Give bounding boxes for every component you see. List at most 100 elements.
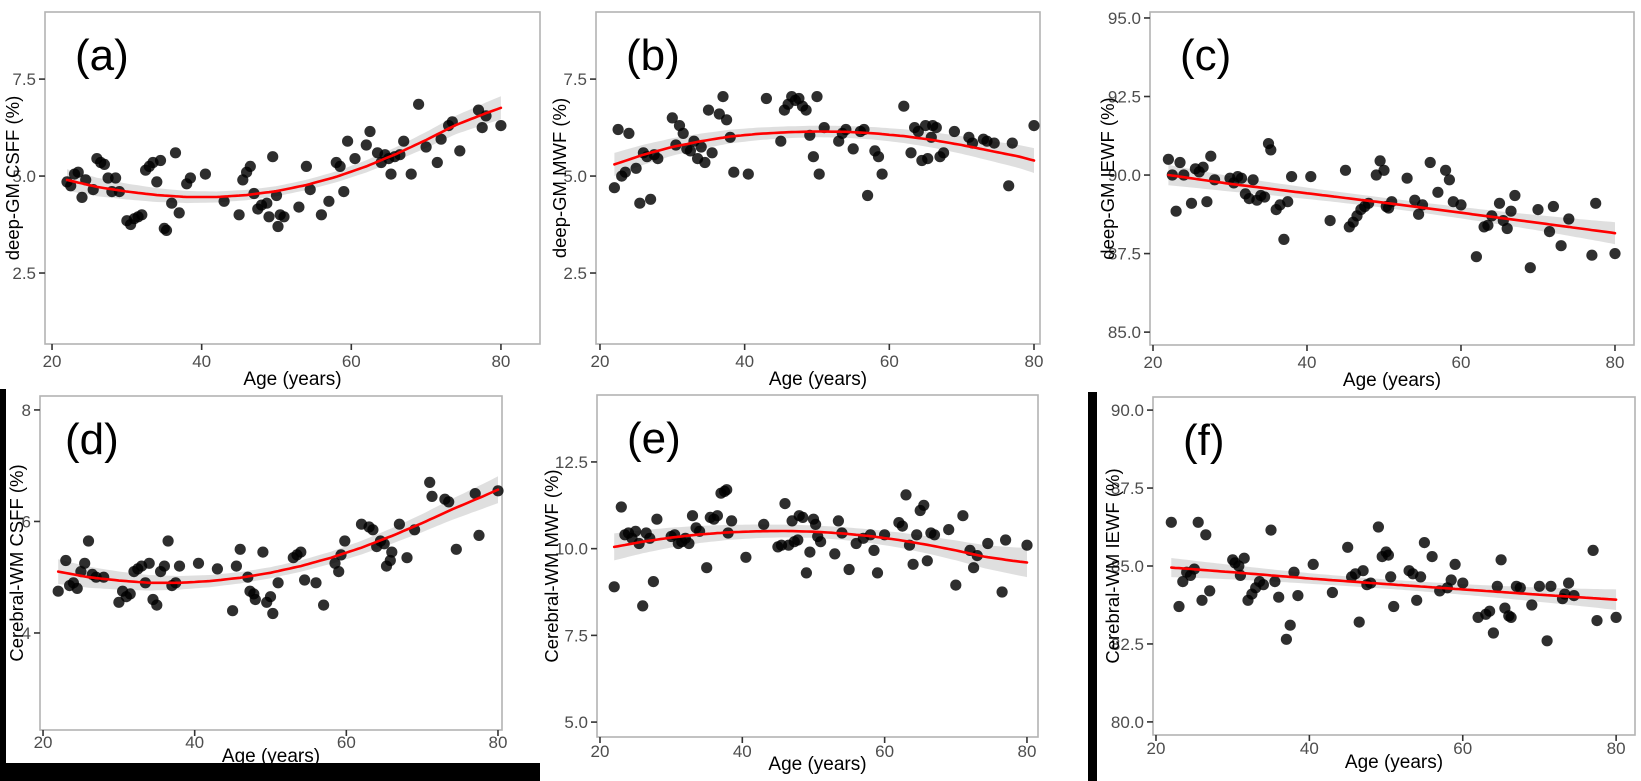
data-point (647, 576, 660, 588)
data-point (957, 510, 969, 522)
data-point (807, 151, 820, 163)
data-point (1006, 137, 1018, 149)
data-point (843, 563, 855, 576)
data-point (234, 543, 246, 555)
panel-f: 20 40 60 80 Age (years) 80.0 82.5 85.0 87.5 90.0 C… (1102, 396, 1636, 773)
data-point (1000, 534, 1012, 546)
data-point (443, 496, 455, 508)
data-point (1457, 577, 1469, 589)
data-point (792, 534, 804, 546)
data-point (1532, 204, 1544, 216)
data-point (424, 476, 436, 488)
x-axis-title: Age (years) (222, 746, 320, 767)
panel-b: 20 40 60 80 Age (years) 2.5 5.0 7.5 deep-GM MWF … (549, 11, 1043, 390)
data-point (619, 166, 631, 178)
data-point (1505, 611, 1517, 624)
data-point (199, 168, 211, 180)
data-point (968, 562, 980, 574)
data-point (922, 153, 934, 165)
x-tick-label: 60 (880, 352, 899, 371)
plot-border (595, 11, 1041, 345)
y-tick-label: 85.0 (1108, 323, 1141, 342)
data-point (666, 112, 678, 124)
data-point (898, 100, 910, 112)
scatter-points (52, 476, 504, 620)
data-point (800, 104, 812, 116)
panel-letter: (c) (1180, 31, 1231, 80)
data-point (1610, 611, 1622, 624)
data-point (124, 588, 136, 600)
data-point (385, 168, 397, 180)
data-point (82, 535, 95, 547)
data-point (1173, 600, 1185, 613)
y-axis-title: Cerebral-WM IEWF (%) (1102, 468, 1123, 663)
data-point (938, 147, 950, 159)
y-tick-label: 4 (22, 624, 31, 643)
data-point (323, 195, 335, 207)
data-point (871, 567, 884, 579)
data-point (1353, 616, 1365, 628)
data-point (1282, 196, 1294, 208)
data-point (257, 546, 269, 558)
data-point (677, 127, 689, 139)
data-point (244, 160, 256, 172)
data-point (829, 548, 841, 560)
panel-letter: (a) (75, 31, 129, 80)
data-point (948, 125, 961, 138)
data-point (1192, 516, 1204, 528)
x-axis: 20 40 60 80 Age (years) (1147, 735, 1626, 773)
data-point (1591, 615, 1603, 627)
data-point (623, 127, 635, 139)
data-point (1440, 164, 1452, 176)
data-point (1424, 156, 1436, 169)
x-tick-label: 20 (43, 352, 62, 371)
y-tick-label: 5.0 (564, 713, 588, 732)
data-point (900, 489, 912, 501)
data-point (1292, 590, 1304, 602)
y-axis-title: deep-GM MWF (%) (549, 98, 570, 258)
data-point (779, 498, 791, 510)
data-point (918, 499, 930, 511)
data-point (476, 122, 488, 134)
x-tick-label: 80 (491, 352, 510, 371)
data-point (1372, 521, 1384, 533)
y-axis: 2.5 5.0 7.5 deep-GM CSFF (%) (2, 70, 45, 283)
x-tick-label: 60 (875, 742, 894, 761)
x-tick-label: 40 (735, 352, 754, 371)
data-point (728, 166, 740, 178)
y-tick-label: 10.0 (555, 540, 588, 559)
x-tick-label: 20 (1147, 739, 1166, 758)
y-tick-label: 7.5 (12, 70, 36, 89)
data-point (435, 133, 447, 145)
fit-line (65, 106, 503, 199)
x-tick-label: 60 (342, 352, 361, 371)
data-point (1374, 155, 1386, 167)
data-point (1170, 205, 1182, 217)
y-tick-label: 7.5 (563, 70, 587, 89)
data-point (1339, 164, 1352, 176)
y-tick-label: 85.0 (1111, 557, 1144, 576)
data-point (1257, 579, 1269, 591)
y-tick-label: 92.5 (1108, 88, 1141, 107)
data-point (166, 197, 178, 209)
data-point (413, 98, 425, 110)
data-point (1482, 219, 1494, 231)
data-point (1495, 554, 1507, 566)
x-tick-label: 60 (1453, 739, 1472, 758)
data-point (384, 554, 396, 567)
x-tick-label: 60 (337, 733, 356, 752)
data-point (612, 123, 624, 136)
data-point (721, 114, 733, 126)
divider-left-edge (0, 389, 6, 781)
data-point (804, 546, 816, 558)
data-point (815, 536, 827, 548)
x-axis: 20 40 60 80 Age (years) (591, 344, 1043, 390)
x-tick-label: 40 (192, 352, 211, 371)
data-point (810, 518, 822, 531)
data-point (426, 490, 438, 502)
y-tick-label: 90.0 (1108, 166, 1141, 185)
data-point (1487, 627, 1499, 639)
data-point (79, 557, 91, 569)
data-point (1278, 233, 1290, 245)
